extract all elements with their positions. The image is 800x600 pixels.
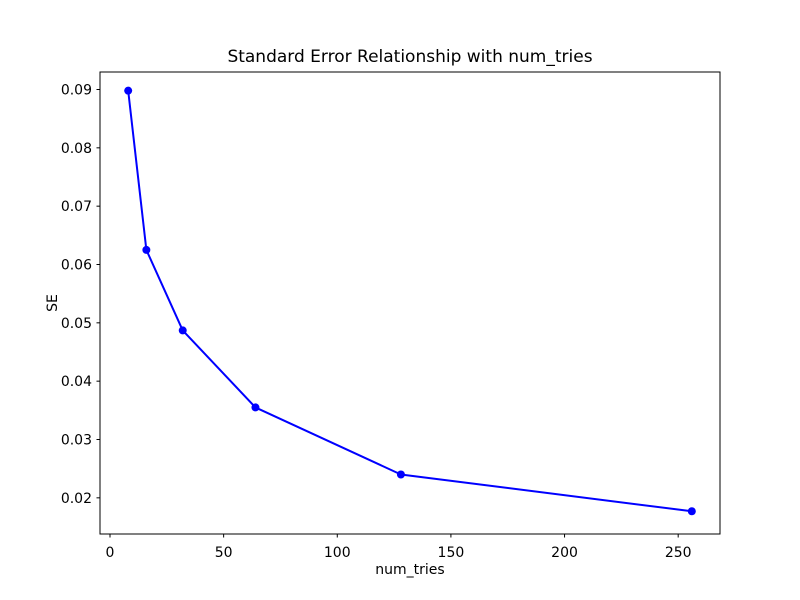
series-line: [127, 90, 692, 513]
y-tick-label: 0.06: [61, 258, 92, 274]
data-point-marker: [396, 470, 405, 479]
data-point-marker: [142, 245, 151, 254]
x-tick-label: 100: [324, 545, 351, 561]
y-axis-label: SE: [45, 294, 61, 312]
y-tick-label: 0.09: [61, 83, 92, 99]
x-tick-label: 200: [551, 545, 578, 561]
chart-title: Standard Error Relationship with num_tri…: [227, 47, 592, 67]
plot-frame: [99, 71, 721, 535]
y-tick-label: 0.05: [61, 316, 92, 332]
y-tick-label: 0.02: [61, 491, 92, 507]
data-point-marker: [251, 403, 260, 412]
x-tick-label: 250: [665, 545, 692, 561]
data-point-marker: [687, 507, 696, 516]
data-point-marker: [124, 86, 133, 95]
x-tick-label: 150: [438, 545, 465, 561]
y-tick-label: 0.07: [61, 199, 92, 215]
x-tick-label: 50: [215, 545, 233, 561]
y-tick-label: 0.03: [61, 433, 92, 449]
y-tick-label: 0.08: [61, 141, 92, 157]
data-point-marker: [178, 326, 187, 335]
y-tick-label: 0.04: [61, 374, 92, 390]
x-tick-label: 0: [106, 545, 115, 561]
x-axis-label: num_tries: [375, 562, 444, 578]
plot-area: 0 50 100 150 200 250 0.02 0.03 0.04 0.05 0.06 0.07 0…: [61, 71, 721, 561]
